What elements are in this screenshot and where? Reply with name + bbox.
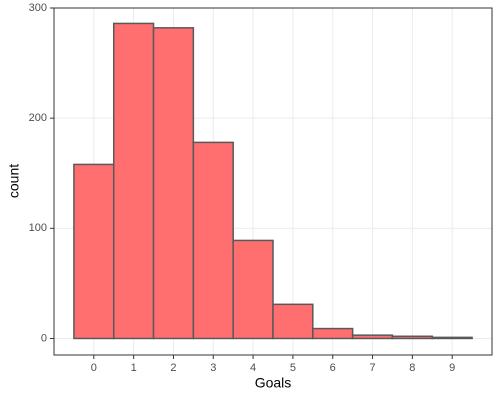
y-tick-label: 200	[29, 112, 47, 124]
y-tick-label: 100	[29, 222, 47, 234]
x-tick-label: 2	[170, 362, 176, 374]
y-tick-label: 0	[41, 332, 47, 344]
bar	[192, 141, 234, 340]
y-axis-title: count	[6, 164, 22, 198]
bar	[351, 334, 394, 340]
x-axis-title: Goals	[255, 375, 292, 391]
x-tick-label: 1	[131, 362, 137, 374]
y-tick-label: 300	[29, 2, 47, 14]
bar	[232, 239, 274, 340]
x-tick-label: 5	[290, 362, 296, 374]
bar	[73, 163, 115, 340]
x-tick-label: 7	[369, 362, 375, 374]
panel-border	[53, 7, 493, 356]
bar	[152, 27, 195, 340]
x-tick-label: 4	[250, 362, 256, 374]
bar	[272, 303, 314, 340]
x-tick-label: 9	[449, 362, 455, 374]
bar	[431, 336, 473, 340]
x-tick-label: 8	[409, 362, 415, 374]
x-tick-label: 0	[91, 362, 97, 374]
bar	[112, 22, 155, 340]
x-tick-label: 3	[210, 362, 216, 374]
bar	[312, 327, 354, 340]
x-tick-label: 6	[330, 362, 336, 374]
bar	[391, 335, 434, 340]
